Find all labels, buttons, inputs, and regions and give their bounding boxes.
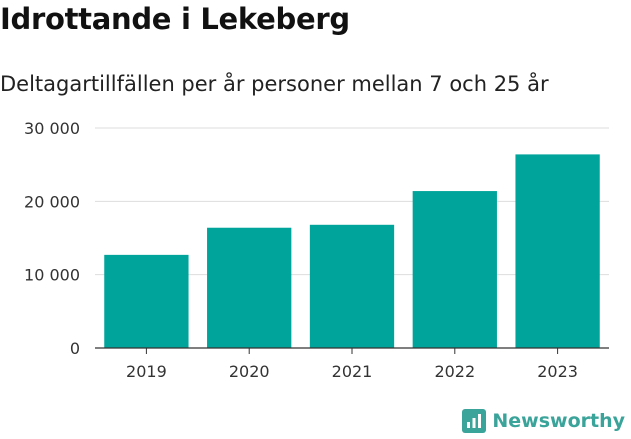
y-tick-label: 10 000 xyxy=(24,266,80,285)
chart-title: Idrottande i Lekeberg xyxy=(0,2,350,36)
bar xyxy=(515,154,600,348)
newsworthy-logo: Newsworthy xyxy=(462,409,625,433)
x-tick-label: 2022 xyxy=(434,362,475,381)
newsworthy-chart-icon xyxy=(462,409,487,433)
y-tick-label: 20 000 xyxy=(24,192,80,211)
chart-subtitle: Deltagartillfällen per år personer mella… xyxy=(0,72,549,96)
bar xyxy=(207,227,292,348)
brand-name: Newsworthy xyxy=(492,410,625,432)
y-tick-label: 30 000 xyxy=(24,119,80,138)
x-tick-label: 2023 xyxy=(537,362,578,381)
bar xyxy=(309,224,395,348)
bar xyxy=(412,191,497,348)
x-tick-label: 2021 xyxy=(332,362,373,381)
y-tick-label: 0 xyxy=(70,339,80,358)
x-tick-label: 2020 xyxy=(229,362,270,381)
bar xyxy=(104,254,189,348)
x-tick-label: 2019 xyxy=(126,362,167,381)
